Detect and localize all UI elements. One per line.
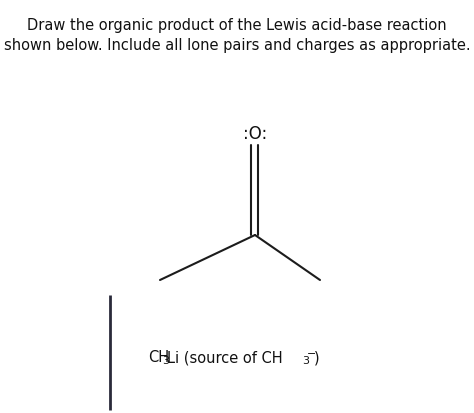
Text: Li (source of CH: Li (source of CH <box>167 351 283 366</box>
Text: ): ) <box>314 351 319 366</box>
Text: 3: 3 <box>302 356 309 366</box>
Text: CH: CH <box>148 351 169 366</box>
Text: Draw the organic product of the Lewis acid-base reaction: Draw the organic product of the Lewis ac… <box>27 18 447 33</box>
Text: :O:: :O: <box>243 125 267 143</box>
Text: 3: 3 <box>162 356 169 366</box>
Text: −: − <box>307 349 316 359</box>
Text: shown below. Include all lone pairs and charges as appropriate.: shown below. Include all lone pairs and … <box>4 38 470 53</box>
